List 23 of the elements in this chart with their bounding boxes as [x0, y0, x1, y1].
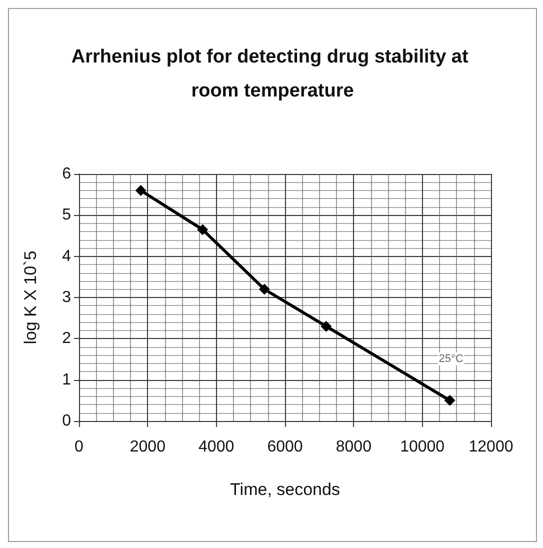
x-tick-label: 6000	[267, 438, 303, 456]
annotation: 25°C	[438, 352, 464, 365]
chart-title: Arrhenius plot for detecting drug stability at room temperature	[71, 46, 474, 102]
y-tick-label: 3	[62, 289, 72, 306]
y-tick-label: 5	[62, 206, 72, 224]
point	[197, 224, 208, 236]
point	[135, 184, 146, 196]
point	[320, 320, 332, 332]
x-tick-label: 2000	[130, 438, 166, 456]
x-tick-label: 12000	[468, 438, 514, 456]
x-axis-title: Time, seconds	[230, 480, 340, 499]
y-axis-title: log K X 10`5	[21, 250, 40, 344]
x-tick-label: 8000	[336, 438, 372, 456]
y-tick-label: 0	[62, 412, 72, 430]
x-tick-label: 4000	[198, 438, 234, 456]
y-tick-label: 6	[62, 166, 72, 182]
point	[444, 394, 456, 406]
y-tick-label: 1	[62, 371, 72, 388]
y-tick-label: 4	[62, 248, 72, 265]
x-tick-label: 0	[74, 438, 84, 456]
x-tick-label: 10000	[400, 438, 445, 456]
y-tick-label: 2	[62, 330, 72, 348]
point	[258, 284, 270, 295]
